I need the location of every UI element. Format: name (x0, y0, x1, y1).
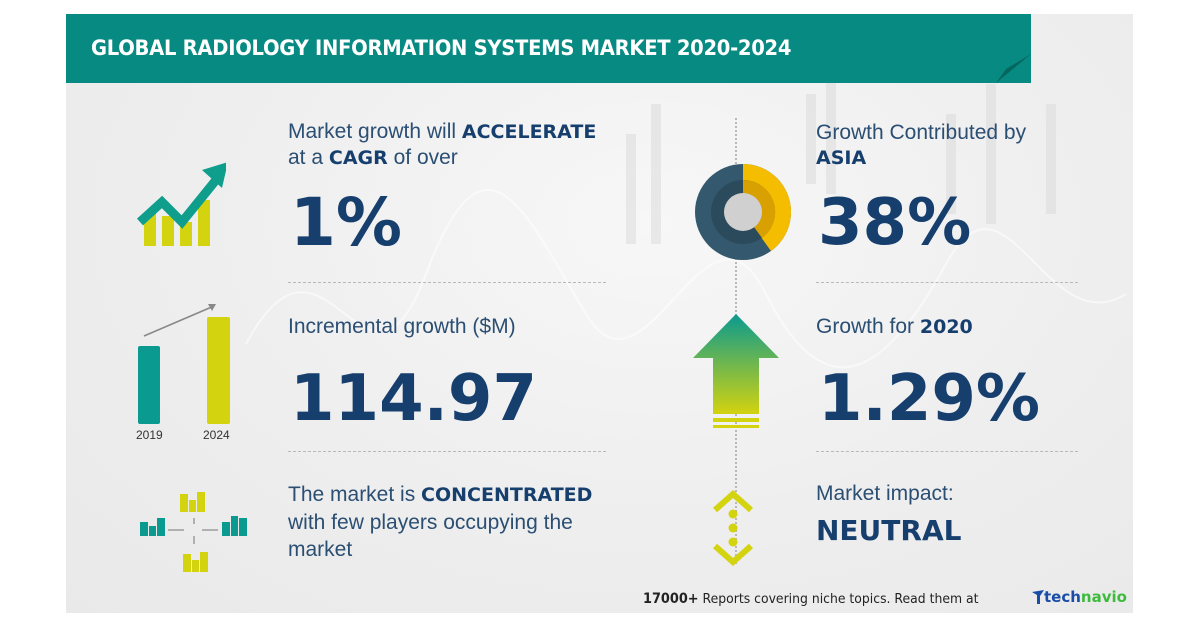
background-decoration (245, 74, 1127, 369)
concentration-label: The market is CONCENTRATED with few play… (288, 483, 593, 561)
neutral-impact-icon (713, 490, 753, 566)
footer-text: 17000+ Reports covering niche topics. Re… (643, 591, 979, 607)
cagr-label: Market growth will ACCELERATE at a CAGR … (288, 120, 597, 169)
yoy-value: 1.29% (818, 362, 1041, 436)
incremental-label: Incremental growth ($M) (288, 315, 516, 338)
up-arrow-icon (693, 314, 779, 428)
impact-label: Market impact: (816, 482, 954, 505)
technavio-logo[interactable]: technavio (1032, 588, 1127, 606)
region-label: Growth Contributed by ASIA (816, 121, 1027, 169)
yoy-label: Growth for 2020 (816, 315, 973, 338)
technavio-flag-icon (1032, 590, 1044, 604)
cagr-value: 1% (290, 184, 403, 261)
growth-chart-arrow-icon (136, 162, 226, 246)
bar-label-2024: 2024 (203, 428, 230, 442)
footer: 17000+ Reports covering niche topics. Re… (0, 582, 1200, 612)
impact-value: NEUTRAL (816, 514, 962, 547)
incremental-value: 114.97 (290, 362, 537, 436)
row-divider (288, 282, 606, 283)
page-title: GLOBAL RADIOLOGY INFORMATION SYSTEMS MAR… (91, 36, 792, 60)
banner-fold-decoration (996, 14, 1031, 83)
infographic-card: GLOBAL RADIOLOGY INFORMATION SYSTEMS MAR… (66, 14, 1133, 613)
buildings-converging-icon (140, 492, 247, 572)
bar-label-2019: 2019 (136, 428, 163, 442)
row-divider (288, 451, 606, 452)
donut-chart-icon (695, 164, 792, 260)
bar-comparison-icon (138, 304, 230, 424)
row-divider (816, 282, 1078, 283)
title-banner: GLOBAL RADIOLOGY INFORMATION SYSTEMS MAR… (66, 14, 1031, 83)
row-divider (816, 451, 1078, 452)
region-value: 38% (818, 186, 972, 260)
